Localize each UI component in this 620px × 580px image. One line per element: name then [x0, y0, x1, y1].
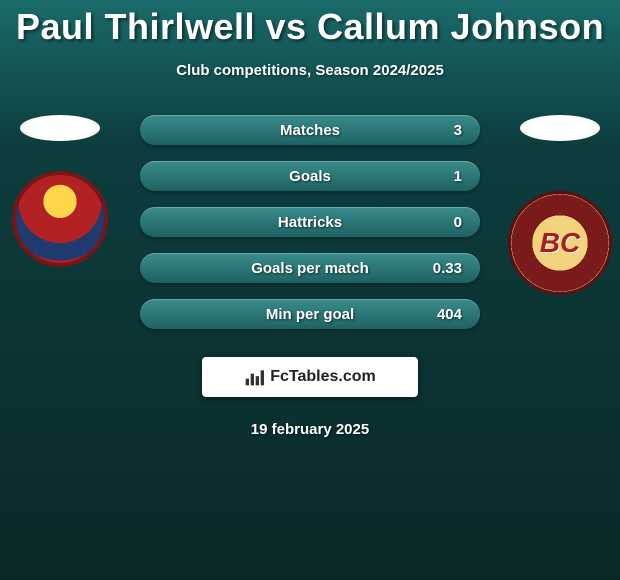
stat-right-value: 3: [454, 122, 462, 139]
stat-rows: Matches 3 Goals 1 Hattricks 0 Goals per …: [140, 115, 480, 329]
stat-label: Goals per match: [251, 260, 369, 277]
stat-row-mpg: Min per goal 404: [140, 299, 480, 329]
stat-row-gpm: Goals per match 0.33: [140, 253, 480, 283]
stat-right-value: 0.33: [433, 260, 462, 277]
player-left-avatar: [20, 115, 100, 141]
stat-label: Hattricks: [278, 214, 342, 231]
stat-row-matches: Matches 3: [140, 115, 480, 145]
stat-label: Min per goal: [266, 306, 354, 323]
page-title: Paul Thirlwell vs Callum Johnson: [0, 0, 620, 48]
brand-label: FcTables.com: [270, 368, 376, 386]
player-left-column: [0, 115, 120, 267]
player-right-avatar: [520, 115, 600, 141]
brand-box: FcTables.com: [202, 357, 418, 397]
club-badge-right-text: BC: [540, 227, 580, 259]
player-right-column: BC: [500, 115, 620, 295]
stat-row-hattricks: Hattricks 0: [140, 207, 480, 237]
date-line: 19 february 2025: [0, 421, 620, 438]
club-badge-left: [12, 171, 108, 267]
stat-row-goals: Goals 1: [140, 161, 480, 191]
stat-right-value: 1: [454, 168, 462, 185]
stat-label: Matches: [280, 122, 340, 139]
comparison-content: BC Matches 3 Goals 1 Hattricks 0 Goals p…: [0, 115, 620, 438]
subtitle: Club competitions, Season 2024/2025: [0, 62, 620, 79]
club-badge-right: BC: [508, 191, 612, 295]
stat-label: Goals: [289, 168, 331, 185]
bars-icon: [244, 367, 264, 387]
stat-right-value: 404: [437, 306, 462, 323]
stat-right-value: 0: [454, 214, 462, 231]
